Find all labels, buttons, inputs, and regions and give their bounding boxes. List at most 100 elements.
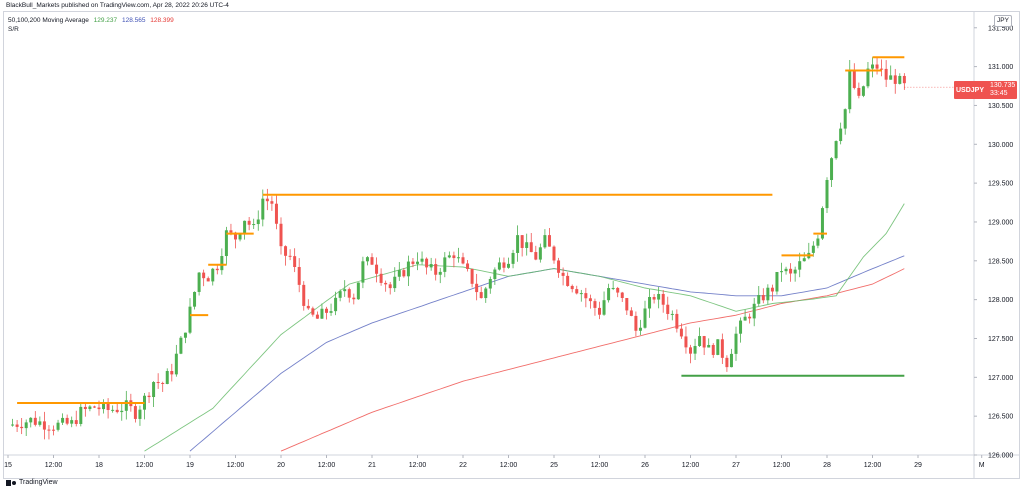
candle [770, 284, 774, 301]
candle-body [97, 407, 101, 410]
candle [693, 338, 697, 361]
candle [871, 57, 874, 78]
candle-body [871, 64, 874, 69]
indicator-legend[interactable]: 50,100,200 Moving Average 129.237 128.56… [8, 17, 177, 24]
candle-body [70, 420, 74, 424]
candle [852, 63, 856, 90]
candle-body [625, 297, 629, 311]
candle-body [538, 247, 542, 260]
candle-body [197, 272, 201, 292]
candle-body [111, 409, 115, 411]
candle [61, 413, 65, 426]
candle-body [543, 235, 547, 248]
candle-body [875, 64, 879, 69]
candle [866, 61, 870, 89]
candle-body [661, 293, 665, 305]
candle [716, 339, 720, 356]
candle-body [334, 297, 338, 312]
candle [802, 252, 806, 262]
candle-body [156, 382, 160, 384]
candle-body [256, 219, 260, 225]
candle-body [716, 339, 720, 355]
candle [543, 229, 547, 249]
last-price-tag: USDJPY 130.735 33:45 [954, 81, 1018, 100]
candle [133, 402, 137, 423]
candle-body [720, 339, 724, 358]
candle [456, 247, 460, 263]
candle-body [693, 346, 697, 354]
footer-brand[interactable]: TradingView [6, 479, 58, 486]
candle-body [739, 320, 743, 334]
candle-body [620, 292, 624, 298]
candle [420, 251, 424, 265]
candle [748, 313, 752, 324]
candle-body [734, 333, 738, 354]
candle [884, 60, 888, 88]
y-tick-label: 127.500 [988, 336, 1013, 343]
candle-body [761, 295, 765, 301]
candle-body [743, 316, 747, 321]
candle-body [566, 275, 570, 286]
candle-body [356, 282, 360, 300]
x-tick-label: 26 [641, 462, 649, 469]
candle-body [416, 261, 419, 264]
candle-body [816, 238, 820, 246]
candle [47, 425, 51, 440]
candle [643, 300, 647, 329]
candle [315, 311, 319, 319]
candle-body [534, 252, 538, 260]
candle [811, 241, 815, 257]
candle-body [889, 75, 893, 80]
candle-body [220, 256, 224, 271]
candle [793, 266, 797, 282]
currency-badge[interactable]: JPY [994, 15, 1012, 27]
candle-body [284, 246, 288, 256]
candle-body [20, 426, 24, 429]
candle [734, 326, 738, 361]
candle [752, 297, 756, 327]
y-tick-label: 129.500 [988, 181, 1013, 188]
candle [56, 419, 60, 432]
candle-body [165, 371, 169, 384]
candle-body [215, 268, 219, 271]
candle-body [802, 258, 806, 262]
candle [798, 252, 802, 278]
y-tick-label: 128.500 [988, 258, 1013, 265]
candle-body [820, 208, 824, 239]
candle [288, 249, 292, 261]
candle [197, 271, 201, 296]
candle [830, 157, 834, 187]
candle-body [902, 75, 906, 84]
candle [839, 122, 843, 145]
candle-body [484, 288, 488, 299]
x-tick-label: 12:00 [409, 462, 427, 469]
candle [611, 280, 615, 291]
candle [861, 85, 865, 98]
candle-body [33, 417, 37, 425]
candle [711, 343, 715, 358]
candle [325, 306, 328, 320]
candle [92, 405, 96, 409]
candle [666, 296, 670, 320]
candle [529, 233, 533, 253]
candle-body [852, 69, 856, 88]
legend-sr-indicator[interactable]: S/R [8, 26, 19, 33]
candle-body [770, 287, 774, 292]
candle [475, 273, 479, 301]
candle [379, 268, 383, 286]
x-tick-label: 21 [368, 462, 376, 469]
candle-body [388, 284, 392, 289]
candle [579, 289, 583, 302]
candle-body [520, 235, 524, 248]
candle [106, 398, 110, 419]
candle-body [83, 406, 87, 410]
candle-body [234, 232, 237, 240]
candle [807, 242, 811, 260]
candle-body [629, 310, 633, 316]
candle-body [338, 291, 342, 298]
candle-body [648, 297, 652, 309]
candle-body [898, 75, 902, 84]
candle-body [183, 332, 187, 338]
candle-body [56, 422, 60, 430]
